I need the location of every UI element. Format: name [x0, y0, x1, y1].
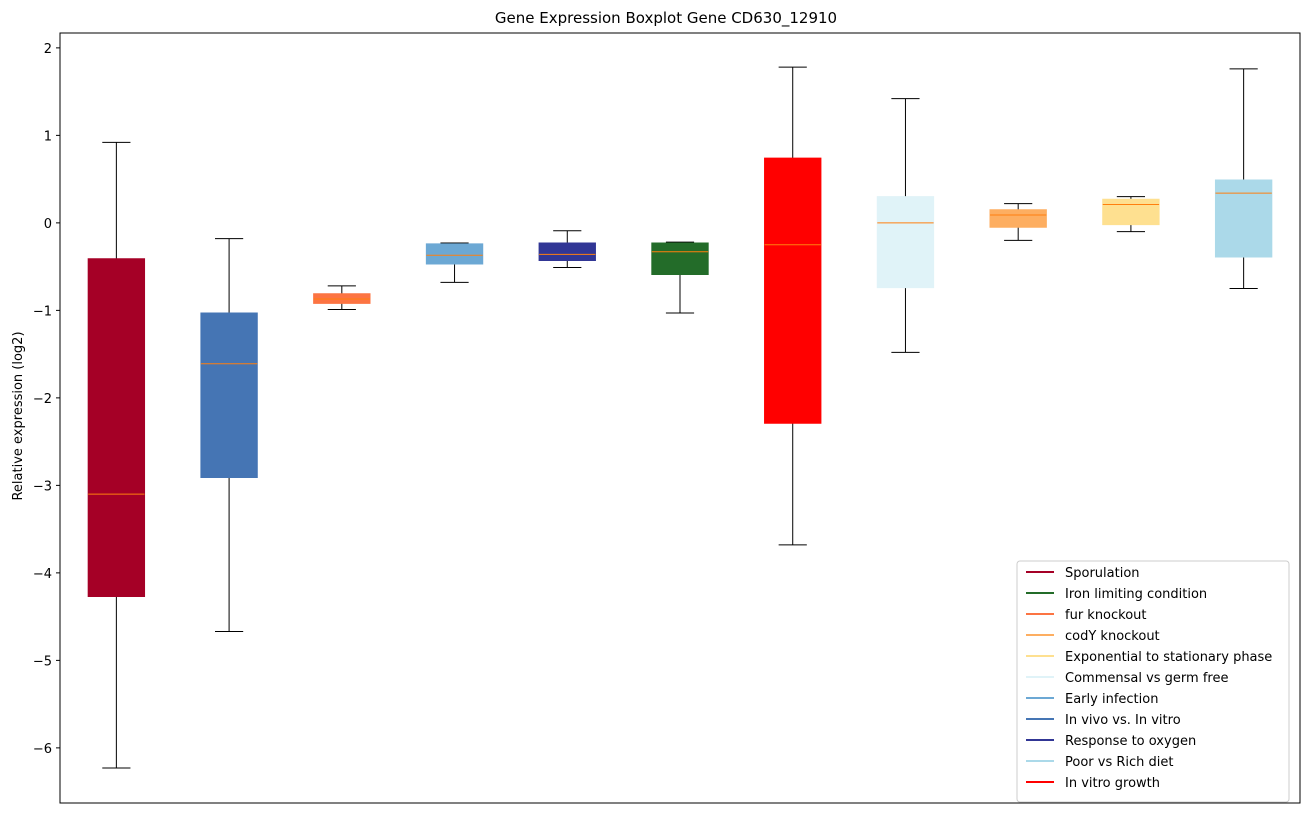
y-tick-label: 1	[44, 129, 52, 144]
legend-label: codY knockout	[1065, 629, 1160, 644]
box-body	[764, 157, 822, 424]
y-axis-label: Relative expression (log2)	[11, 331, 26, 500]
box-body	[651, 242, 709, 275]
box-body	[989, 209, 1047, 228]
legend: Sporulation Iron limiting condition fur kn…	[1016, 560, 1290, 803]
box-body	[1102, 198, 1160, 226]
box-group	[876, 98, 935, 353]
y-tick-label: −5	[33, 654, 52, 669]
box-body	[87, 258, 146, 597]
y-tick-label: −6	[33, 742, 52, 757]
boxes-layer	[87, 66, 1273, 769]
legend-label: In vivo vs. In vitro	[1065, 713, 1181, 728]
legend-label: In vitro growth	[1065, 776, 1160, 791]
legend-label: Early infection	[1065, 692, 1158, 707]
y-tick-label: 2	[44, 42, 52, 57]
plot-frame	[59, 32, 1301, 804]
legend-frame	[1016, 560, 1290, 803]
box-group	[538, 230, 596, 268]
y-tick-label: 0	[44, 217, 52, 232]
box-group	[1102, 196, 1160, 233]
box-body	[1214, 179, 1273, 258]
box-body	[876, 196, 935, 289]
box-body	[425, 243, 484, 265]
box-group	[989, 203, 1047, 241]
legend-label: Poor vs Rich diet	[1065, 755, 1173, 770]
legend-label: Iron limiting condition	[1065, 587, 1207, 602]
box-body	[200, 312, 258, 478]
y-tick-label: −3	[33, 479, 52, 494]
legend-label: Response to oxygen	[1065, 734, 1196, 749]
box-body	[538, 242, 596, 261]
y-tick-label: −1	[33, 304, 52, 319]
y-tick-label: −4	[33, 567, 52, 582]
box-group	[651, 241, 709, 314]
chart-title: Gene Expression Boxplot Gene CD630_12910	[495, 9, 837, 28]
legend-label: Commensal vs germ free	[1065, 671, 1228, 686]
legend-label: Exponential to stationary phase	[1065, 650, 1272, 665]
y-axis: 2 1 0 −1 −2 −3 −4 −5 −6	[33, 42, 60, 757]
box-group	[200, 238, 258, 632]
box-group	[313, 285, 371, 310]
legend-label: fur knockout	[1065, 608, 1147, 623]
y-tick-label: −2	[33, 392, 52, 407]
box-group	[1214, 68, 1273, 289]
box-group	[764, 66, 822, 546]
box-group	[425, 242, 484, 283]
box-group	[87, 141, 146, 769]
legend-label: Sporulation	[1065, 566, 1140, 581]
